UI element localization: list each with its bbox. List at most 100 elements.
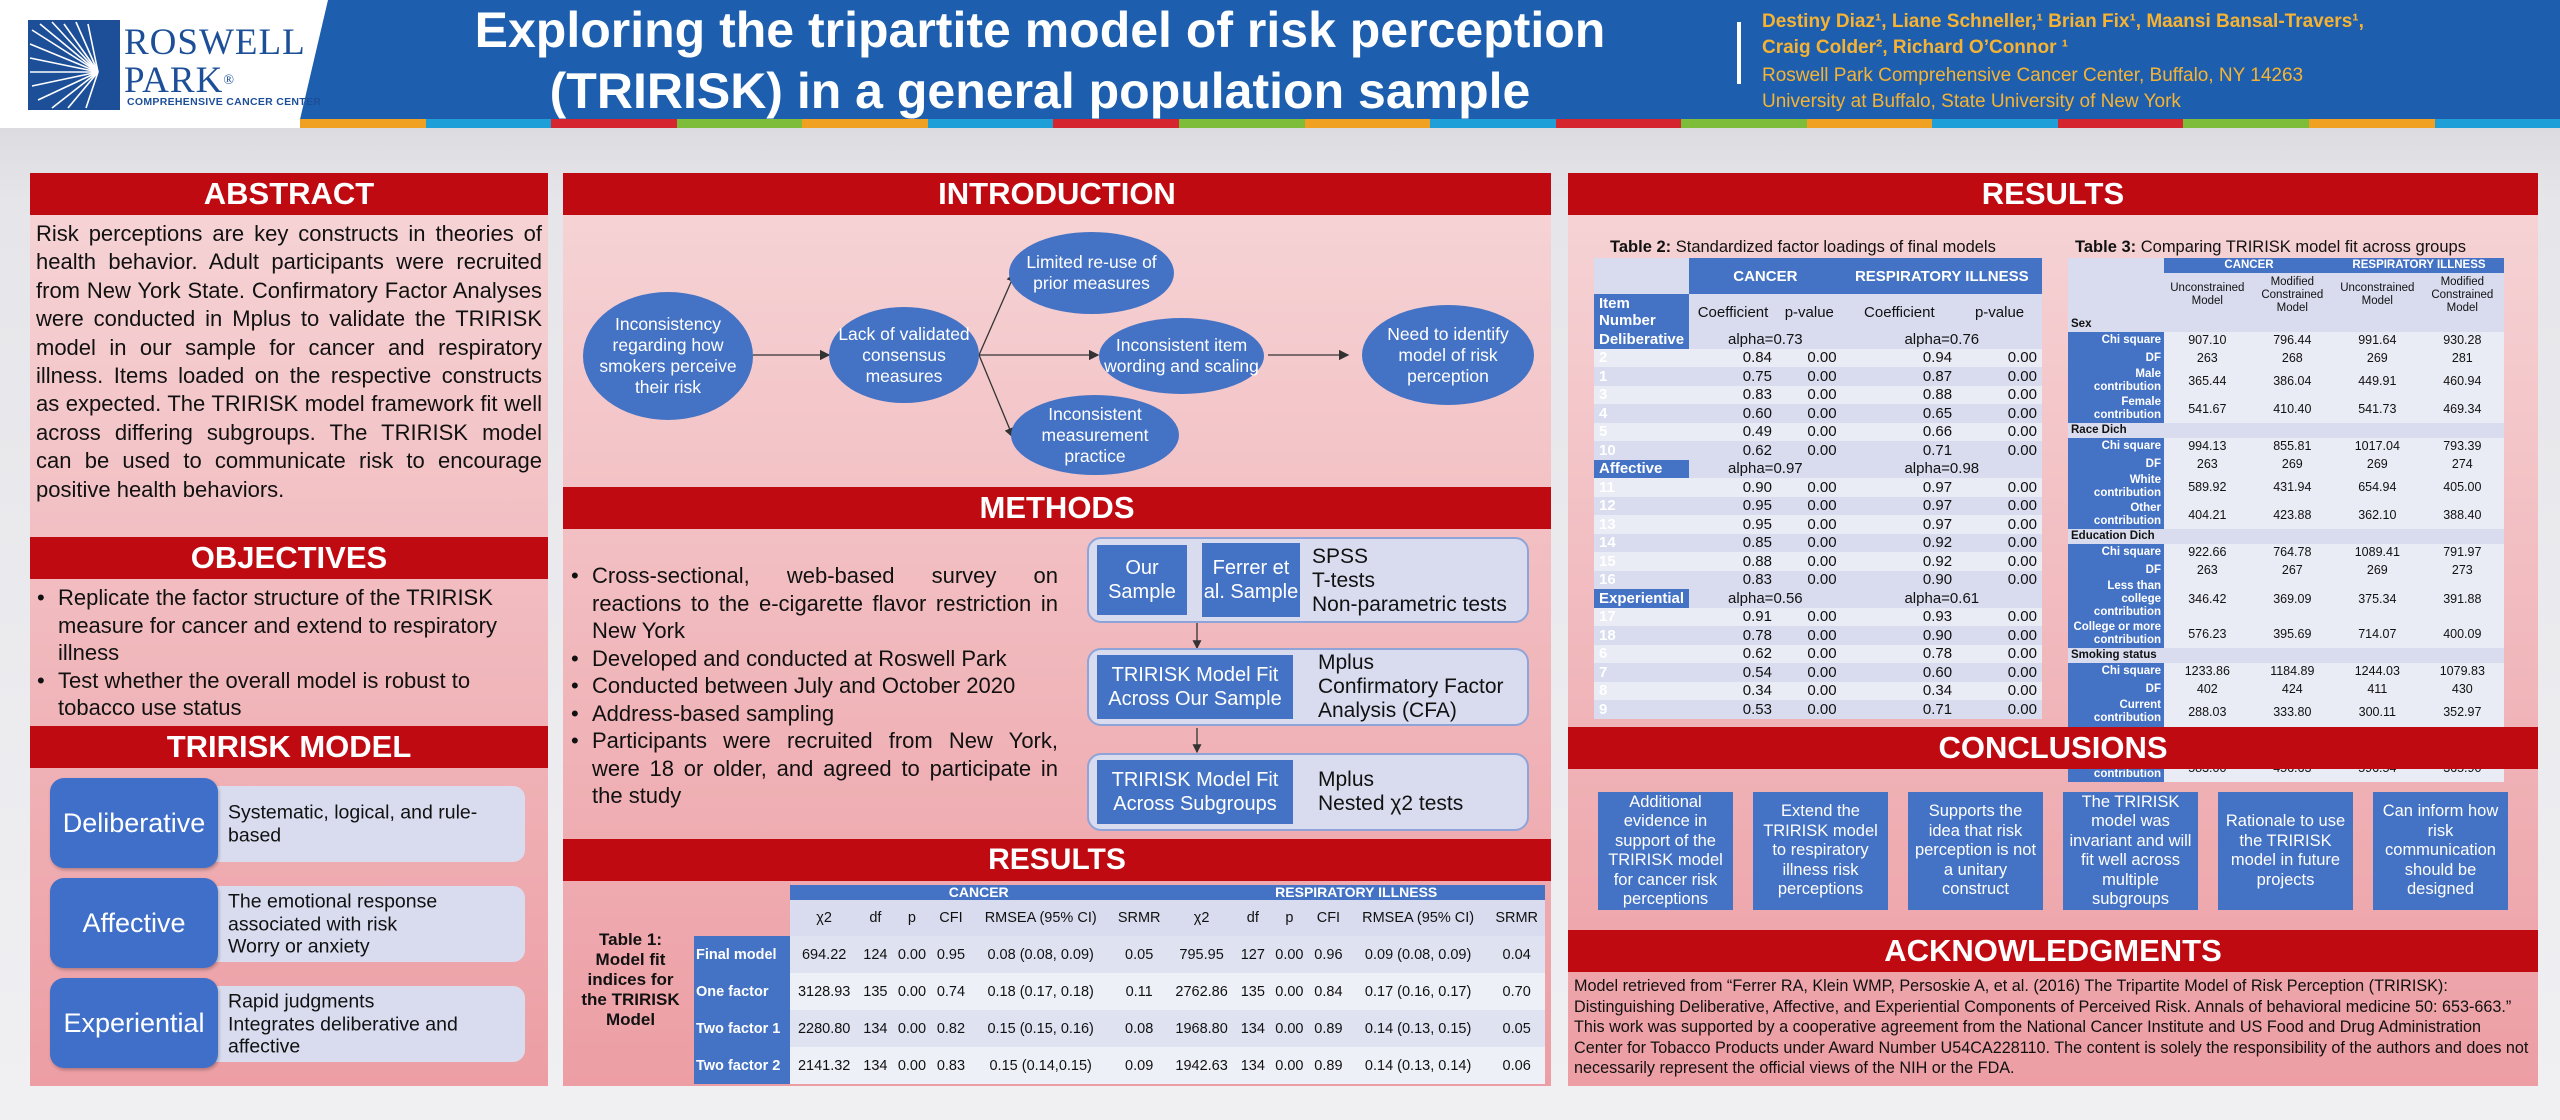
stripe-segment: [551, 119, 677, 128]
table3-cell: 281: [2420, 349, 2504, 367]
table2-cell: 0.54: [1689, 663, 1777, 682]
table3-cell: 1079.83: [2420, 663, 2504, 681]
table1-cell: 0.09: [1110, 1047, 1168, 1084]
table2-item-number: 7: [1594, 663, 1690, 682]
table3-row-label: DF: [2068, 680, 2164, 698]
table2-cell: 0.71: [1841, 441, 1958, 460]
table3-row: White contribution 589.92 431.94 654.94 405.…: [2068, 473, 2504, 501]
table1-cell: 1968.80: [1167, 1010, 1236, 1047]
table1-caption-text: Table 1: Model fit indices for the TRIRI…: [581, 930, 680, 1029]
tririsk-label: Experiential: [50, 978, 218, 1068]
table2-col-header: Coefficient: [1689, 294, 1777, 330]
table3-row-label: Female contribution: [2068, 395, 2164, 423]
table2-cell: 0.00: [1777, 515, 1842, 534]
table3-cell: 994.13: [2164, 438, 2251, 456]
table2-row: 12 0.95 0.00 0.97 0.00: [1594, 496, 2042, 515]
table1-cell: 0.74: [931, 973, 971, 1010]
table3-row: Female contribution 541.67 410.40 541.73 469…: [2068, 395, 2504, 423]
table2-cell: 0.85: [1689, 533, 1777, 552]
table2-cell: 0.00: [1957, 644, 2042, 663]
table2-row: 16 0.83 0.00 0.90 0.00: [1594, 570, 2042, 589]
stripe-segment: [1555, 119, 1682, 128]
table2-cell: 0.88: [1689, 552, 1777, 571]
table2-cell: 0.00: [1777, 533, 1842, 552]
table2-cell: 0.00: [1957, 663, 2042, 682]
table3-row-label: Other contribution: [2068, 501, 2164, 529]
flow-line: SPSS: [1312, 545, 1369, 568]
table1-cell: 0.00: [1269, 1010, 1309, 1047]
conclusion-box: Additional evidence in support of the TR…: [1598, 792, 1733, 910]
abstract-heading: ABSTRACT: [30, 173, 548, 215]
objective-item: Test whether the overall model is robust…: [32, 667, 538, 722]
table2-row: 1 0.75 0.00 0.87 0.00: [1594, 367, 2042, 386]
table3-cell: 654.94: [2333, 473, 2421, 501]
tririsk-point: Worry or anxiety: [210, 935, 525, 958]
table3-cell: 576.23: [2164, 620, 2251, 648]
acknowledgments-text: Model retrieved from “Ferrer RA, Klein W…: [1574, 977, 2529, 1077]
stripe-segment: [1806, 119, 1933, 128]
table3-group-label: Education Dich: [2068, 529, 2504, 544]
table2-cell: 0.00: [1957, 367, 2042, 386]
table1-col-header: CFI: [1308, 900, 1348, 936]
table3-cell: 263: [2164, 349, 2251, 367]
tririsk-point: Rapid judgments: [210, 990, 525, 1013]
table2-row: 9 0.53 0.00 0.71 0.00: [1594, 700, 2042, 719]
table3-cell: 269: [2250, 455, 2334, 473]
intro-node-inconsistent-wording: Inconsistent item wording and scaling: [1099, 318, 1264, 394]
table2-cell: 0.62: [1689, 441, 1777, 460]
tririsk-point: Systematic, logical, and rule-based: [210, 802, 525, 847]
stripe-segment: [2183, 119, 2309, 128]
table2-cell: 0.00: [1777, 348, 1842, 367]
table2-cell: 0.00: [1957, 607, 2042, 626]
table2-item-number: 6: [1594, 644, 1690, 663]
table2-group-label-row: Affective alpha=0.97 alpha=0.98: [1594, 459, 2042, 478]
table1-row-label: Final model: [694, 936, 790, 973]
table1-col-header: df: [1235, 900, 1270, 936]
table2-cell: 0.00: [1957, 496, 2042, 515]
stripe-segment: [2057, 119, 2184, 128]
table2-cell: 0.92: [1841, 533, 1958, 552]
methods-heading: METHODS: [563, 487, 1551, 529]
table3-cell: 991.64: [2333, 332, 2421, 350]
table3-row-label: White contribution: [2068, 473, 2164, 501]
table2-cell: 0.95: [1689, 496, 1777, 515]
table3-cell: 930.28: [2420, 332, 2504, 350]
table3-cell: 263: [2164, 561, 2251, 579]
table2-row: 7 0.54 0.00 0.60 0.00: [1594, 663, 2042, 682]
table3-row-label: Male contribution: [2068, 367, 2164, 395]
table3-cell: 263: [2164, 455, 2251, 473]
table3-cell: 764.78: [2250, 544, 2334, 562]
methods-item: Address-based sampling: [566, 700, 1058, 728]
table3-row: College or more contribution 576.23 395.69…: [2068, 620, 2504, 648]
table3-cell: 1233.86: [2164, 663, 2251, 681]
stripe-segment: [1178, 119, 1305, 128]
table1-cell: 0.05: [1488, 1010, 1545, 1047]
stripe-segment: [802, 119, 928, 128]
table3-row-label: DF: [2068, 349, 2164, 367]
methods-item: Conducted between July and October 2020: [566, 672, 1058, 700]
table2-row: 17 0.91 0.00 0.93 0.00: [1594, 607, 2042, 626]
header-divider: [1737, 22, 1741, 84]
table3-col-header: Unconstrained Model: [2164, 273, 2251, 317]
table1-cell: 134: [1235, 1047, 1270, 1084]
tririsk-points: Rapid judgmentsIntegrates deliberative a…: [210, 990, 525, 1058]
stripe-segment: [1932, 119, 2058, 128]
table2-cell: 0.00: [1777, 607, 1842, 626]
table2-row: 5 0.49 0.00 0.66 0.00: [1594, 422, 2042, 441]
stripe-segment: [2434, 119, 2560, 128]
table2-cell: 0.94: [1841, 348, 1958, 367]
tririsk-row-affective: The emotional response associated with r…: [50, 878, 525, 968]
table1-group-header: RESPIRATORY ILLNESS: [1167, 885, 1545, 900]
intro-node-need-model: Need to identify model of risk perceptio…: [1362, 305, 1534, 405]
table2-item-number: 2: [1594, 348, 1690, 367]
table3-group-label: Sex: [2068, 317, 2504, 332]
table2-row: 15 0.88 0.00 0.92 0.00: [1594, 552, 2042, 571]
header-color-stripe: [300, 119, 2560, 128]
table2-cell: 0.95: [1689, 515, 1777, 534]
table3-row: DF 263 269 269 274: [2068, 455, 2504, 473]
table2-cell: 0.97: [1841, 496, 1958, 515]
table1-corner: [694, 885, 790, 900]
intro-node-lack-validated: Lack of validated consensus measures: [829, 307, 979, 403]
table2-cell: 0.00: [1777, 496, 1842, 515]
table2-cell: 0.75: [1689, 367, 1777, 386]
